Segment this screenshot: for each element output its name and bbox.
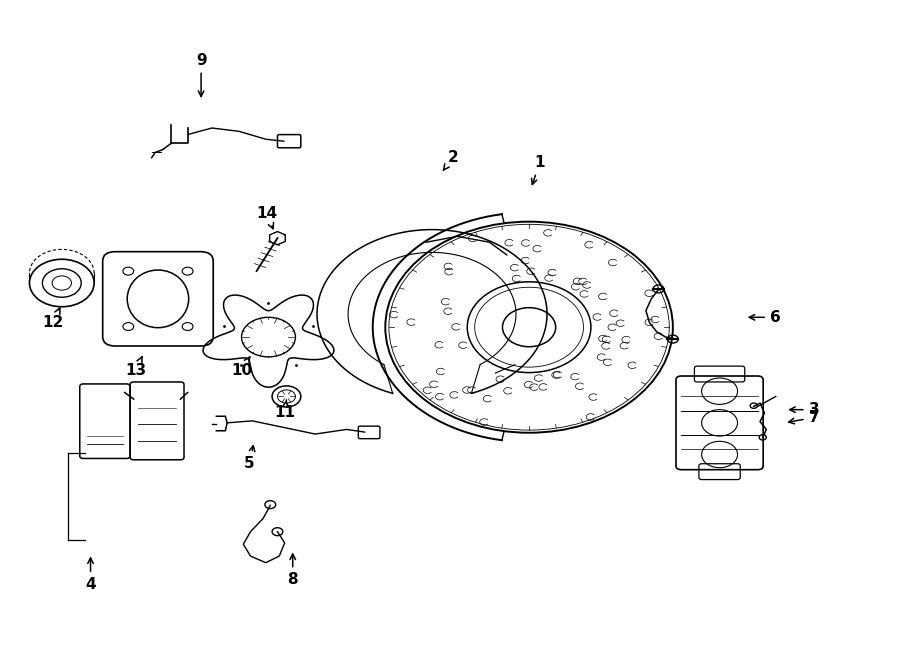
Text: 13: 13	[125, 357, 146, 377]
Text: 14: 14	[256, 206, 277, 229]
Text: 7: 7	[788, 410, 819, 425]
Text: 10: 10	[231, 357, 252, 377]
Text: 2: 2	[444, 150, 458, 171]
Text: 11: 11	[274, 400, 295, 420]
Text: 8: 8	[287, 554, 298, 588]
Text: 9: 9	[196, 53, 206, 97]
Text: 6: 6	[749, 310, 780, 325]
Text: 12: 12	[42, 308, 63, 330]
Text: 1: 1	[532, 155, 545, 184]
Text: 3: 3	[789, 402, 819, 417]
Text: 4: 4	[86, 558, 96, 592]
Text: 5: 5	[244, 446, 255, 471]
